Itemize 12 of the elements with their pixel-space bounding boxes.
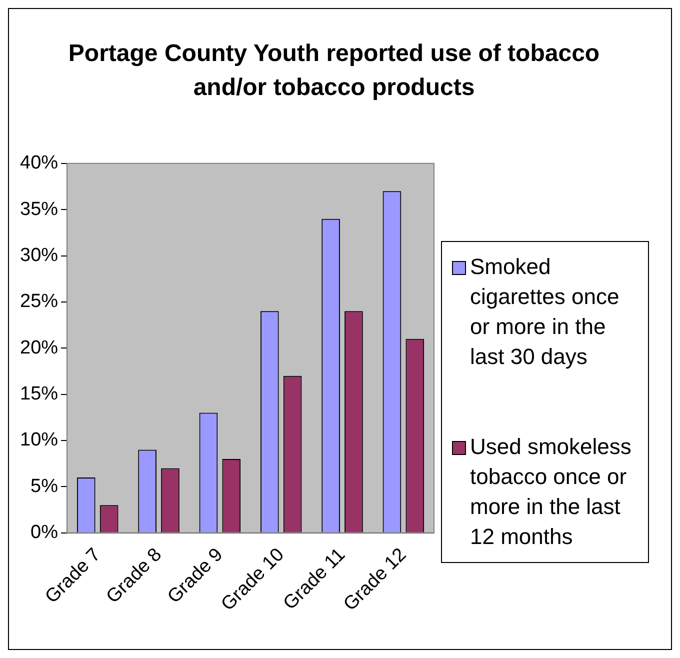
y-tick-label: 5% (30, 476, 58, 497)
y-tick-label: 25% (20, 291, 58, 312)
y-tick-label: 20% (20, 337, 58, 358)
y-tick-label: 15% (20, 384, 58, 405)
y-tick-label: 30% (20, 245, 58, 266)
chart-title: Portage County Youth reported use of tobacco and/or tobacco products (67, 39, 601, 103)
y-tick-label: 10% (20, 430, 58, 451)
y-tick-label: 0% (30, 522, 58, 544)
legend-label: Smoked cigarettes once or more in the last 30 days (470, 253, 620, 371)
legend-label: Used smokeless tobacco once or more in the last 12 months (470, 433, 632, 551)
y-tick-label: 40% (20, 152, 58, 174)
y-tick-label: 35% (20, 198, 58, 220)
